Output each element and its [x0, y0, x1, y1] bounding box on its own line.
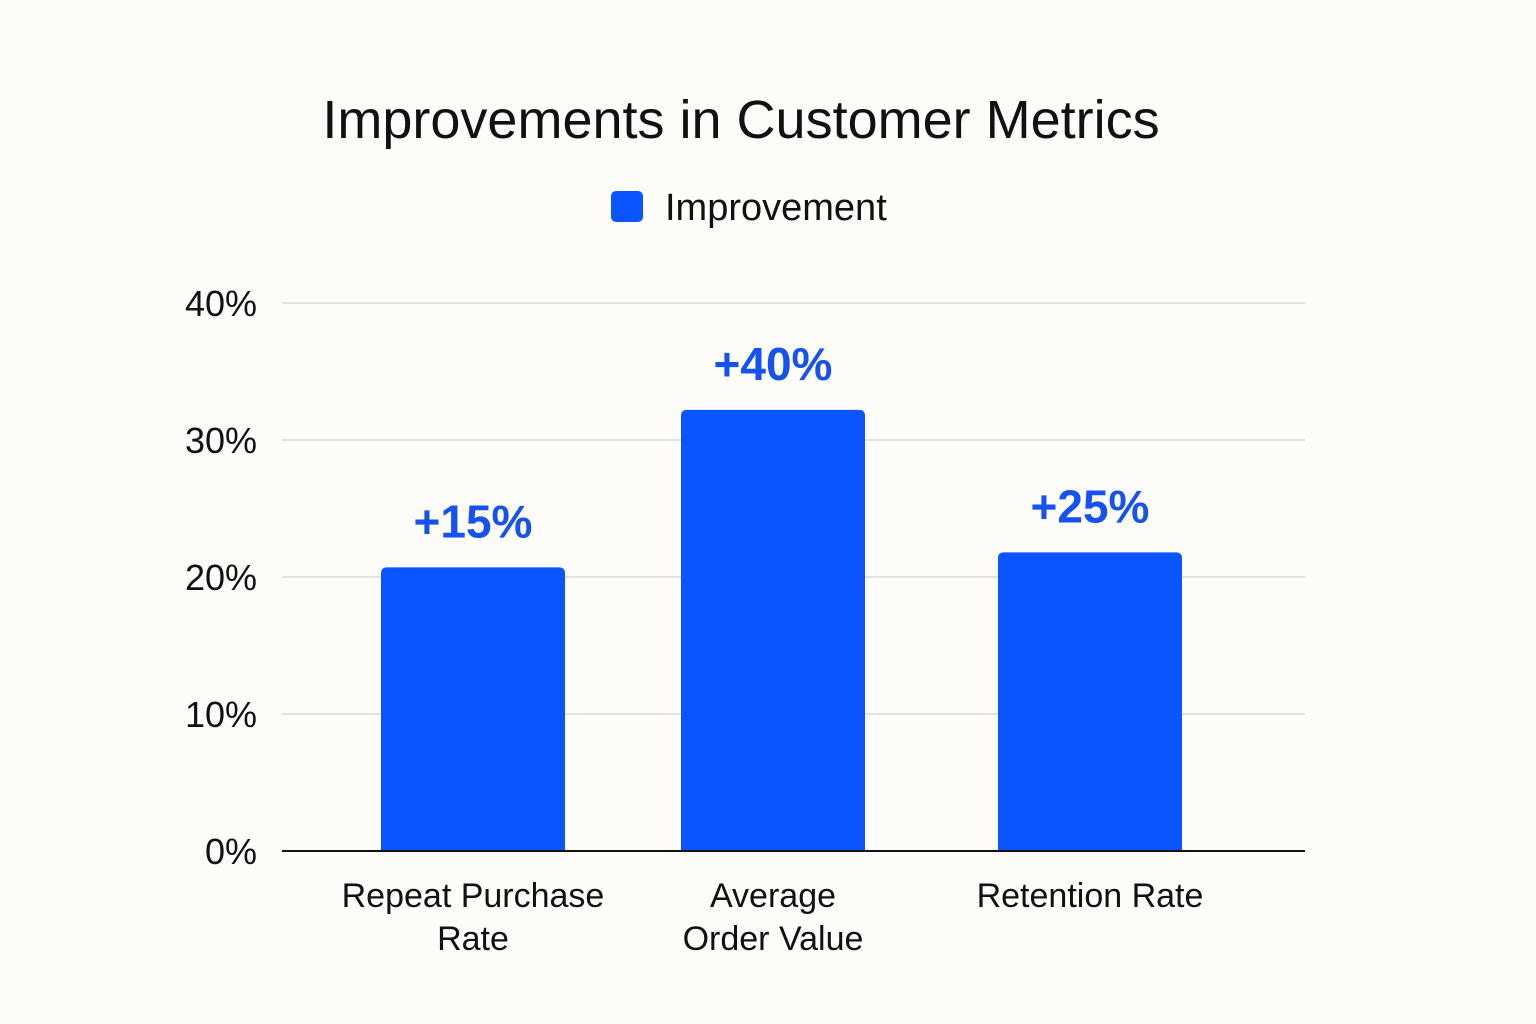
bar — [681, 409, 865, 851]
y-tick-label: 40% — [185, 283, 257, 324]
chart-title: Improvements in Customer Metrics — [322, 90, 1159, 150]
y-tick-label: 0% — [205, 831, 257, 872]
y-tick-label: 20% — [185, 557, 257, 598]
bar — [998, 552, 1182, 851]
x-axis-categories: Repeat Purchase Rate Average Order Value Ret… — [342, 877, 1204, 958]
legend-label: Improvement — [665, 187, 887, 229]
data-labels: +15% +40% +25% — [414, 338, 1150, 548]
x-category-label: Retention Rate — [977, 877, 1204, 915]
y-axis-ticks: 0% 10% 20% 30% 40% — [185, 283, 257, 872]
x-category-label: Average — [710, 877, 836, 915]
y-tick-label: 30% — [185, 420, 257, 461]
legend: Improvement — [611, 187, 887, 229]
data-label: +15% — [414, 495, 533, 547]
y-tick-label: 10% — [185, 694, 257, 735]
bars — [381, 409, 1182, 851]
data-label: +40% — [714, 338, 833, 390]
x-category-label: Rate — [437, 920, 509, 958]
legend-swatch — [611, 191, 643, 222]
data-label: +25% — [1031, 480, 1150, 532]
x-category-label: Order Value — [683, 920, 864, 958]
bar — [381, 567, 565, 851]
x-category-label: Repeat Purchase — [342, 877, 605, 915]
